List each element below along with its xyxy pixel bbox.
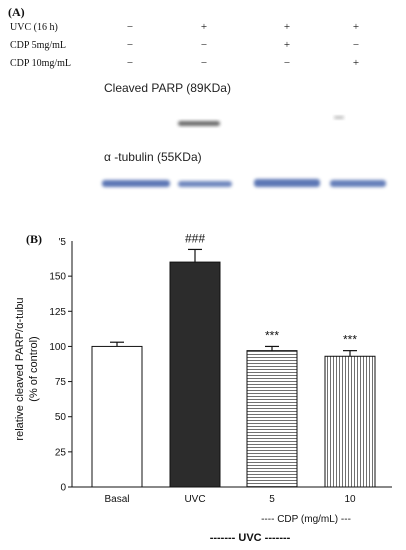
x-tick-label-0: Basal	[104, 494, 129, 505]
sign-cdp5-2: −	[200, 39, 208, 51]
significance-2: ***	[265, 328, 279, 342]
bar-3	[324, 355, 376, 488]
sign-cdp10-2: −	[200, 57, 208, 69]
sign-uvc-2: +	[200, 21, 208, 33]
significance-3: ***	[343, 333, 357, 347]
sign-uvc-1: −	[126, 21, 134, 33]
x-tick-label-2: 5	[269, 494, 275, 505]
footer-cdp: ---- CDP (mg/mL) ---	[261, 514, 351, 525]
panel-b-label: (B)	[26, 232, 42, 246]
footer-uvc: ------- UVC -------	[210, 532, 291, 544]
y-tick-label-50: 50	[55, 412, 67, 423]
condition-label-uvc: UVC (16 h)	[10, 22, 58, 33]
bar-1	[169, 261, 221, 488]
y-axis-label: relative cleaved PARP/α-tubu	[14, 297, 26, 440]
y-tick-label-top: '5	[59, 237, 67, 248]
sign-cdp10-1: −	[126, 57, 134, 69]
sign-cdp5-3: +	[283, 39, 291, 51]
sign-uvc-4: +	[352, 21, 360, 33]
blot-label-parp: Cleaved PARP (89KDa)	[104, 81, 231, 95]
y-tick-label-0: 0	[60, 483, 66, 494]
x-tick-label-3: 10	[344, 494, 356, 505]
blot-label-tubulin: α -tubulin (55KDa)	[104, 150, 202, 164]
sign-cdp5-4: −	[352, 39, 360, 51]
y-tick-label-150: 150	[49, 272, 66, 283]
y-tick-label-25: 25	[55, 447, 67, 458]
sign-uvc-3: +	[283, 21, 291, 33]
significance-1: ###	[185, 231, 205, 245]
x-tick-label-1: UVC	[184, 494, 205, 505]
condition-label-cdp5: CDP 5mg/mL	[10, 40, 67, 51]
sign-cdp5-1: −	[126, 39, 134, 51]
sign-cdp10-3: −	[283, 57, 291, 69]
y-tick-label-75: 75	[55, 377, 67, 388]
condition-label-cdp10: CDP 10mg/mL	[10, 58, 72, 69]
y-axis-label-units: (% of control)	[28, 336, 40, 401]
panel-a-label: (A)	[8, 5, 25, 19]
sign-cdp10-4: +	[352, 57, 360, 69]
bar-0	[91, 345, 143, 488]
y-tick-label-100: 100	[49, 342, 66, 353]
bar-2	[246, 350, 298, 488]
y-tick-label-125: 125	[49, 307, 66, 318]
